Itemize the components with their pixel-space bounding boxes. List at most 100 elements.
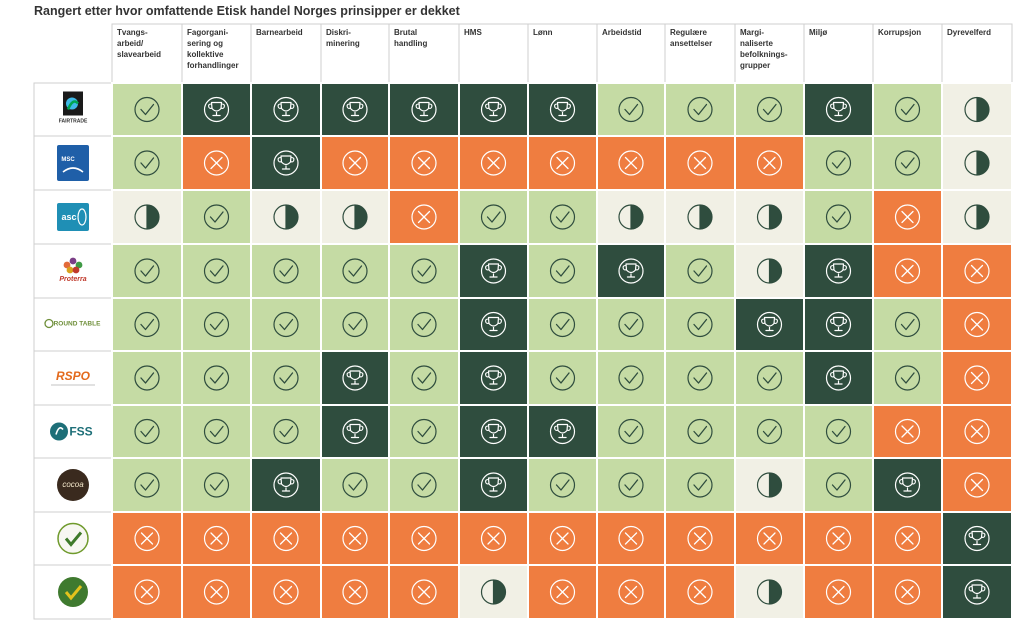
cell-cross [388, 189, 460, 245]
column-header: Dyrevelferd [941, 23, 1013, 84]
column-header-label: Regulære [670, 28, 707, 37]
cell-cross [941, 350, 1013, 406]
cell-check [664, 297, 736, 352]
cell-check [111, 243, 183, 299]
cell-check [596, 82, 666, 137]
cell-check [803, 135, 874, 191]
column-header: Brutal handling [388, 23, 460, 84]
check-icon [549, 472, 576, 498]
trophy-icon [549, 96, 576, 123]
cell-trophy [458, 404, 529, 459]
cell-check [320, 297, 390, 352]
cell-trophy [527, 82, 598, 137]
cell-check [320, 243, 390, 299]
check-icon [134, 472, 160, 498]
cell-trophy [181, 82, 252, 137]
logo-text: ROUND TABLE [54, 321, 101, 328]
trophy-icon [894, 472, 921, 498]
half-icon [618, 204, 644, 230]
check-icon [273, 258, 299, 284]
check-icon [203, 365, 230, 391]
check-icon [411, 365, 437, 391]
cell-half [941, 135, 1013, 191]
cell-cross [664, 511, 736, 566]
cell-check [111, 82, 183, 137]
cell-cross [596, 511, 666, 566]
cell-check [527, 457, 598, 513]
check-icon [411, 311, 437, 338]
cross-icon [480, 525, 507, 552]
cell-cross [458, 135, 529, 191]
row-logo [33, 511, 113, 566]
cell-check [872, 297, 943, 352]
column-header: Diskri-minering [320, 23, 390, 84]
cell-check [596, 350, 666, 406]
cell-cross [320, 135, 390, 191]
cell-cross [664, 564, 736, 620]
check-icon [687, 365, 713, 391]
cell-half [734, 189, 805, 245]
cell-trophy [596, 243, 666, 299]
cell-cross [664, 135, 736, 191]
check-icon [825, 150, 852, 176]
trophy-icon [825, 365, 852, 391]
cross-icon [203, 525, 230, 552]
cell-trophy [734, 297, 805, 352]
trophy-icon [273, 472, 299, 498]
cell-check [388, 350, 460, 406]
cell-check [181, 297, 252, 352]
check-icon [894, 96, 921, 123]
check-icon [134, 258, 160, 284]
cell-trophy [388, 82, 460, 137]
half-icon [342, 204, 368, 230]
column-header: Regulære ansettelser [664, 23, 736, 84]
cell-check [111, 457, 183, 513]
cell-check [734, 404, 805, 459]
cell-check [596, 457, 666, 513]
half-icon [687, 204, 713, 230]
cell-cross [111, 511, 183, 566]
column-header-label: Dyrevelferd [947, 28, 991, 37]
half-icon [480, 579, 507, 605]
check-icon [134, 150, 160, 176]
column-header-label: HMS [464, 28, 482, 37]
cell-half [941, 189, 1013, 245]
check-icon [342, 472, 368, 498]
trophy-icon [825, 96, 852, 123]
cell-check [250, 350, 322, 406]
row-logo: Proterra [33, 243, 113, 299]
column-header-label: ansettelser [670, 39, 712, 48]
cell-check [250, 243, 322, 299]
logo-text: MSC [61, 157, 75, 163]
cell-check [111, 350, 183, 406]
cross-icon [618, 579, 644, 605]
logo-text: FSS [69, 425, 92, 439]
cell-check [111, 297, 183, 352]
cell-cross [527, 135, 598, 191]
cell-cross [250, 564, 322, 620]
cell-cross [250, 511, 322, 566]
half-icon [273, 204, 299, 230]
column-header: HMS [458, 23, 529, 84]
cross-icon [203, 150, 230, 176]
cell-check [734, 82, 805, 137]
column-header-label: Barnearbeid [256, 28, 303, 37]
column-header: Margi-naliserte befolknings-grupper [734, 23, 805, 84]
cell-check [388, 404, 460, 459]
column-header-label: Fagorgani- [187, 28, 229, 37]
cell-check [596, 404, 666, 459]
cell-check [527, 243, 598, 299]
logo-text: Proterra [59, 276, 86, 283]
half-icon [964, 204, 990, 230]
column-header-label: handling [394, 39, 427, 48]
column-header: Korrupsjon [872, 23, 943, 84]
cross-icon [894, 258, 921, 284]
cell-check [664, 404, 736, 459]
cell-check [803, 457, 874, 513]
cross-icon [756, 525, 783, 552]
cross-icon [964, 365, 990, 391]
cell-check [181, 350, 252, 406]
column-header-label: minering [326, 39, 360, 48]
cross-icon [203, 579, 230, 605]
